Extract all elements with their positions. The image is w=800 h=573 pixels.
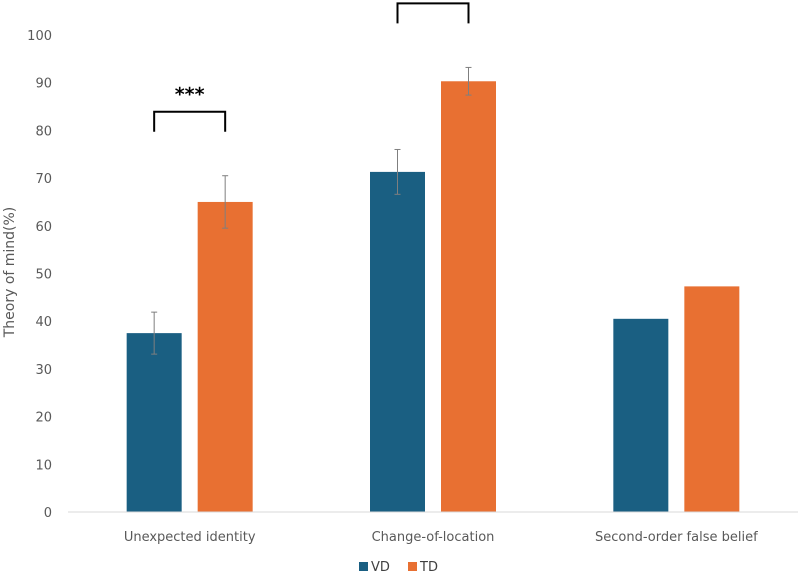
y-tick-label: 40 xyxy=(35,315,52,330)
legend-label-vd: VD xyxy=(371,560,390,573)
category-label: Unexpected identity xyxy=(124,530,256,545)
y-tick-label: 0 xyxy=(44,506,52,521)
y-tick-label: 90 xyxy=(35,77,52,92)
bar-td xyxy=(684,286,740,512)
legend-swatch-vd xyxy=(359,562,368,571)
bar-vd xyxy=(126,333,182,512)
bar-td xyxy=(441,81,496,513)
y-tick-label: 70 xyxy=(35,172,52,187)
significance-bracket xyxy=(153,110,227,132)
y-axis-title: Theory of mind(%) xyxy=(2,207,18,339)
y-tick-label: 60 xyxy=(35,220,52,235)
category-label: Second-order false belief xyxy=(595,530,758,545)
bar-vd xyxy=(370,171,425,513)
category-labels: Unexpected identity Change-of-location Sec… xyxy=(124,530,758,545)
y-tick-label: 20 xyxy=(35,411,52,426)
significance-bracket xyxy=(396,2,470,24)
legend-label-td: TD xyxy=(419,560,438,573)
category-label: Change-of-location xyxy=(372,530,495,545)
y-tick-label: 50 xyxy=(35,268,52,283)
y-tick-label: 100 xyxy=(27,29,52,44)
significance-brackets: ***** xyxy=(153,2,470,132)
error-bars xyxy=(151,66,472,355)
y-tick-label: 30 xyxy=(35,363,52,378)
y-axis-ticks: 0 10 20 30 40 50 60 70 80 90 100 xyxy=(27,29,52,521)
y-tick-label: 80 xyxy=(35,124,52,139)
bar-vd xyxy=(613,318,669,512)
significance-label: *** xyxy=(175,84,205,106)
bars xyxy=(126,81,740,513)
bar-td xyxy=(197,201,253,512)
legend-swatch-td xyxy=(408,562,417,571)
y-tick-label: 10 xyxy=(35,458,52,473)
legend: VD TD xyxy=(359,560,438,573)
